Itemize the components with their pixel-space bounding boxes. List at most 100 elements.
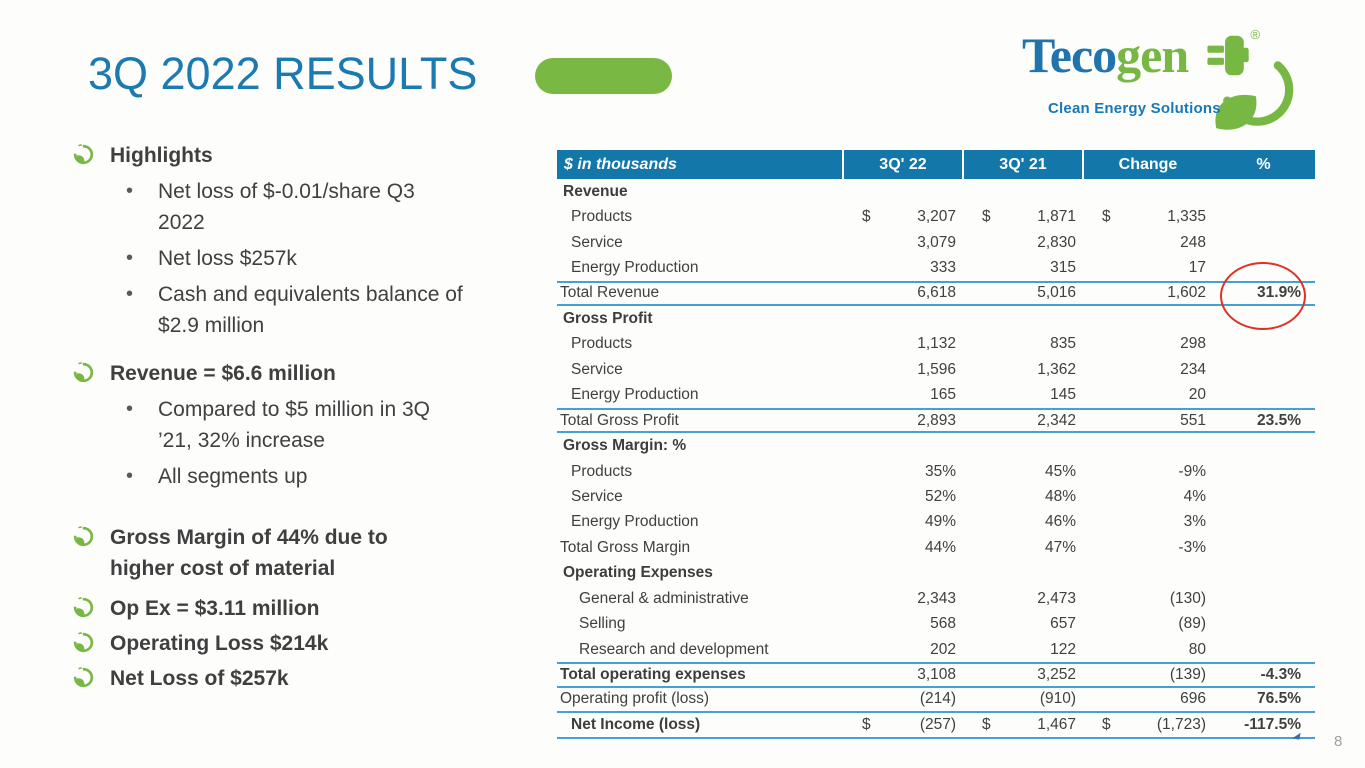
bullet-item-label: Highlights: [110, 144, 213, 167]
row-label: General & administrative: [579, 589, 749, 607]
value-cell: -9%: [1082, 463, 1212, 481]
value: 48%: [1044, 487, 1076, 505]
row-label: Research and development: [579, 640, 769, 658]
table-row: Total Gross Margin 44% 47% -3%: [557, 535, 1315, 560]
table-row: Total operating expenses 3,108 3,252 (139) -…: [557, 662, 1315, 688]
value: 248: [1180, 233, 1206, 251]
bullet-item: Highlights: [73, 140, 493, 171]
value-cell: 234: [1082, 361, 1212, 379]
dollar-sign: $: [1102, 208, 1111, 226]
value-cell: 145: [962, 386, 1082, 404]
value-cell: 1,602: [1082, 284, 1212, 302]
value: 35%: [924, 462, 956, 480]
value-cell: 46%: [962, 513, 1082, 531]
percent-cell: 76.5%: [1257, 690, 1301, 708]
percent-cell: -4.3%: [1260, 666, 1302, 684]
row-label: Energy Production: [571, 513, 699, 531]
value-cell: 2,342: [962, 412, 1082, 430]
value-cell: (130): [1082, 590, 1212, 608]
value: 45%: [1044, 462, 1076, 480]
row-label: Selling: [579, 615, 626, 633]
value: 52%: [924, 487, 956, 505]
header-col-3q22: 3Q' 22: [842, 150, 962, 179]
value: 20: [1188, 386, 1206, 404]
highlights-list: Highlights • Net loss of $-0.01/share Q3 2…: [73, 140, 493, 694]
line-end-arrow-icon: [1292, 731, 1301, 740]
table-row: Total Gross Profit 2,893 2,342 551 23.5%: [557, 407, 1315, 434]
header-col-change: Change: [1082, 150, 1212, 179]
value-cell: 6,618: [842, 284, 962, 302]
value: 122: [1050, 640, 1076, 658]
value-cell: 80: [1082, 641, 1212, 659]
value: 835: [1050, 335, 1076, 353]
row-label: Products: [571, 462, 633, 480]
row-label: Service: [571, 360, 623, 378]
value-cell: 17: [1082, 259, 1212, 277]
bullet-item-label: Gross Margin of 44% due to higher cost o…: [110, 526, 388, 580]
value-cell: $1,335: [1082, 208, 1212, 226]
row-label: Energy Production: [571, 386, 699, 404]
value: 145: [1050, 386, 1076, 404]
value-cell: 5,016: [962, 284, 1082, 302]
value: 551: [1180, 411, 1206, 429]
table-row: Energy Production 49% 46% 3%: [557, 510, 1315, 535]
table-body: Revenue Products $3,207 $1,871 $1,335 Service…: [557, 179, 1315, 739]
value: -9%: [1178, 462, 1206, 480]
sub-bullet-item: • Compared to $5 million in 3Q ’21, 32% i…: [73, 394, 493, 456]
value: 1,596: [917, 360, 956, 378]
logo-tagline: Clean Energy Solutions: [1048, 100, 1221, 117]
sub-bullet-label: Net loss of $-0.01/share Q3 2022: [158, 180, 415, 234]
sub-bullet-item: • Net loss $257k: [73, 243, 493, 274]
bullet-item: Gross Margin of 44% due to higher cost o…: [73, 522, 493, 584]
value-cell: (139): [1082, 666, 1212, 684]
bullet-item-label: Op Ex = $3.11 million: [110, 597, 320, 620]
value-cell: 2,893: [842, 412, 962, 430]
sub-bullet-label: Cash and equivalents balance of $2.9 mil…: [158, 283, 463, 337]
sub-bullet-marker: •: [126, 465, 134, 487]
value-cell: 3,108: [842, 666, 962, 684]
tecogen-logo: Tecogen ® Clean Energy Solutions: [1022, 26, 1322, 136]
value: 1,362: [1037, 360, 1076, 378]
value: 298: [1180, 335, 1206, 353]
table-row: Energy Production 165 145 20: [557, 383, 1315, 408]
bullet-item: Revenue = $6.6 million: [73, 358, 493, 389]
value: (89): [1178, 615, 1206, 633]
row-label: Gross Margin: %: [563, 437, 687, 455]
value-cell: 298: [1082, 335, 1212, 353]
bullet-item: Op Ex = $3.11 million: [73, 593, 493, 624]
value-cell: 35%: [842, 463, 962, 481]
value: 165: [930, 386, 956, 404]
row-label: Net Income (loss): [571, 715, 701, 733]
dollar-sign: $: [862, 208, 871, 226]
value: (257): [919, 715, 956, 733]
value-cell: $3,207: [842, 208, 962, 226]
value: 3,207: [917, 208, 956, 226]
value-cell: 165: [842, 386, 962, 404]
bullet-item-label: Revenue = $6.6 million: [110, 362, 336, 385]
bullet-item: Operating Loss $214k: [73, 628, 493, 659]
leaf-bullet-icon: [73, 667, 94, 688]
value-cell: 49%: [842, 513, 962, 531]
sub-bullet-label: Net loss $257k: [158, 247, 297, 270]
value-cell: 315: [962, 259, 1082, 277]
value-cell: 48%: [962, 488, 1082, 506]
value-cell: 3%: [1082, 513, 1212, 531]
value: (910): [1039, 690, 1076, 708]
value: 2,893: [917, 411, 956, 429]
value: 3,252: [1037, 666, 1076, 684]
row-label: Energy Production: [571, 259, 699, 277]
table-row: Gross Margin: %: [557, 433, 1315, 458]
row-label: Service: [571, 487, 623, 505]
table-row: Operating profit (loss) (214) (910) 696 76.5…: [557, 688, 1315, 714]
value-cell: 248: [1082, 234, 1212, 252]
value-cell: $ (257): [842, 716, 962, 734]
value: 657: [1050, 615, 1076, 633]
value: -3%: [1178, 538, 1206, 556]
row-label: Revenue: [563, 182, 628, 200]
value-cell: 2,830: [962, 234, 1082, 252]
table-row: Selling 568 657 (89): [557, 611, 1315, 636]
table-header-row: $ in thousands 3Q' 22 3Q' 21 Change %: [557, 150, 1315, 179]
dollar-sign: $: [982, 715, 991, 733]
sub-bullet-marker: •: [126, 283, 134, 305]
value: 6,618: [917, 284, 956, 302]
